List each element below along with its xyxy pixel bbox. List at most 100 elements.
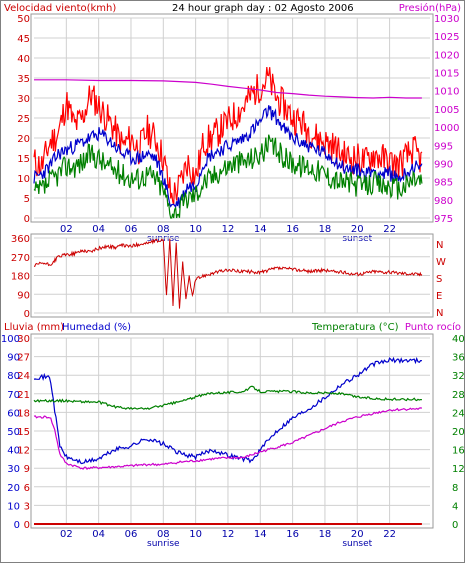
p1-right-tick-label: 1005 <box>434 105 459 116</box>
p2-compass-label: N <box>436 308 443 319</box>
p1-right-tick-label: 1015 <box>434 69 459 80</box>
p1-x-tick-label: 02 <box>60 224 73 235</box>
p2-left-tick-label: 180 <box>11 272 30 283</box>
p1-left-tick-label: 15 <box>17 154 30 165</box>
p2-left-tick-label: 90 <box>17 290 30 301</box>
p3-temp-tick-label: 16 <box>452 446 465 457</box>
series-line-viento-medio <box>33 134 423 219</box>
humidity-axis-label: Humedad (%) <box>62 322 131 333</box>
p2-compass-label: E <box>436 291 442 302</box>
p1-left-tick-label: 45 <box>17 34 30 45</box>
p1-right-tick-label: 990 <box>434 159 453 170</box>
p3-humidity-tick-label: 70 <box>7 390 20 401</box>
p1-x-tick-label: 08 <box>157 224 170 235</box>
p3-rain-tick-label: 9 <box>24 464 30 475</box>
p3-rain-tick-label: 15 <box>17 427 30 438</box>
p3-humidity-tick-label: 20 <box>7 483 20 494</box>
p1-right-tick-label: 1010 <box>434 87 459 98</box>
p2-left-tick-label: 360 <box>11 234 30 245</box>
p1-x-tick-label: 12 <box>222 224 235 235</box>
p1-left-tick-label: 5 <box>24 194 30 205</box>
p3-sunrise-marker: sunrise <box>147 539 180 549</box>
p1-x-tick-label: 14 <box>254 224 267 235</box>
p3-rain-tick-label: 30 <box>17 334 30 345</box>
p3-sunset-marker: sunset <box>342 539 372 549</box>
p3-humidity-tick-label: 60 <box>7 408 20 419</box>
p3-humidity-tick-label: 30 <box>7 464 20 475</box>
p1-x-tick-label: 20 <box>351 224 364 235</box>
p3-rain-tick-label: 12 <box>17 446 30 457</box>
p3-temp-tick-label: 40 <box>452 334 465 345</box>
p3-x-tick-label: 04 <box>92 529 105 540</box>
temperature-axis-label: Temperatura (°C) <box>311 322 399 333</box>
p3-x-tick-label: 06 <box>125 529 138 540</box>
p3-temp-tick-label: 20 <box>452 427 465 438</box>
series-line-presi-n <box>34 79 422 99</box>
dewpoint-axis-label: Punto rocío <box>405 321 461 333</box>
wind-speed-axis-label: Velocidad viento(kmh) <box>4 3 116 14</box>
series-line-temperatura <box>33 385 422 410</box>
p1-right-tick-label: 1030 <box>434 14 459 25</box>
p3-rain-tick-label: 27 <box>17 353 30 364</box>
p3-rain-tick-label: 0 <box>24 520 30 531</box>
p3-x-tick-label: 20 <box>351 529 364 540</box>
series-line-racha-media <box>33 105 423 209</box>
p3-temp-tick-label: 28 <box>452 390 465 401</box>
p2-compass-label: W <box>436 257 446 268</box>
p3-x-tick-label: 08 <box>157 529 170 540</box>
p3-rain-tick-label: 24 <box>17 371 30 382</box>
p1-right-tick-label: 985 <box>434 178 453 189</box>
pressure-axis-label: Presión(hPa) <box>399 2 461 14</box>
p1-x-tick-label: 18 <box>319 224 332 235</box>
p1-x-tick-label: 10 <box>189 224 202 235</box>
p3-humidity-tick-label: 40 <box>7 446 20 457</box>
p3-humidity-tick-label: 50 <box>7 427 20 438</box>
p3-humidity-tick-label: 90 <box>7 353 20 364</box>
p3-x-tick-label: 16 <box>286 529 299 540</box>
p1-right-tick-label: 975 <box>434 214 453 225</box>
p3-x-tick-label: 14 <box>254 529 267 540</box>
graph-title: 24 hour graph day : 02 Agosto 2006 <box>172 3 354 14</box>
p3-humidity-tick-label: 80 <box>7 371 20 382</box>
p3-x-tick-label: 02 <box>60 529 73 540</box>
series-line-punto-roc-o <box>33 407 422 470</box>
p3-x-tick-label: 12 <box>222 529 235 540</box>
p2-compass-label: S <box>436 274 442 285</box>
p3-temp-tick-label: 24 <box>452 408 465 419</box>
p1-left-tick-label: 25 <box>17 114 30 125</box>
p1-left-tick-label: 0 <box>24 214 30 225</box>
p2-compass-label: N <box>436 240 443 251</box>
p3-humidity-tick-label: 0 <box>14 520 20 531</box>
p3-x-tick-label: 22 <box>383 529 396 540</box>
p1-left-tick-label: 10 <box>17 174 30 185</box>
p1-right-tick-label: 1020 <box>434 50 459 61</box>
p3-temp-tick-label: 36 <box>452 353 465 364</box>
p1-right-tick-label: 1000 <box>434 123 459 134</box>
p3-rain-tick-label: 3 <box>24 501 30 512</box>
p1-right-tick-label: 980 <box>434 196 453 207</box>
p1-left-tick-label: 30 <box>17 94 30 105</box>
p3-temp-tick-label: 12 <box>452 464 465 475</box>
series-line-velocidad-viento <box>33 67 423 206</box>
p1-right-tick-label: 1025 <box>434 32 459 43</box>
p1-x-tick-label: 04 <box>92 224 105 235</box>
p1-left-tick-label: 40 <box>17 54 30 65</box>
p3-temp-tick-label: 32 <box>452 371 465 382</box>
p3-rain-tick-label: 18 <box>17 408 30 419</box>
p3-temp-tick-label: 0 <box>452 520 458 531</box>
p1-x-tick-label: 06 <box>125 224 138 235</box>
p2-left-tick-label: 270 <box>11 253 30 264</box>
p1-left-tick-label: 35 <box>17 74 30 85</box>
p1-x-tick-label: 16 <box>286 224 299 235</box>
p1-x-tick-label: 22 <box>383 224 396 235</box>
p3-temp-tick-label: 4 <box>452 501 458 512</box>
p1-right-tick-label: 995 <box>434 141 453 152</box>
p1-left-tick-label: 50 <box>17 14 30 25</box>
series-line-direccion-viento <box>33 238 423 309</box>
rain-axis-label: Lluvia (mm) <box>4 322 64 333</box>
p1-left-tick-label: 20 <box>17 134 30 145</box>
p3-rain-tick-label: 21 <box>17 390 30 401</box>
p3-rain-tick-label: 6 <box>24 483 30 494</box>
p2-left-tick-label: 0 <box>24 309 30 320</box>
p3-humidity-tick-label: 10 <box>7 501 20 512</box>
